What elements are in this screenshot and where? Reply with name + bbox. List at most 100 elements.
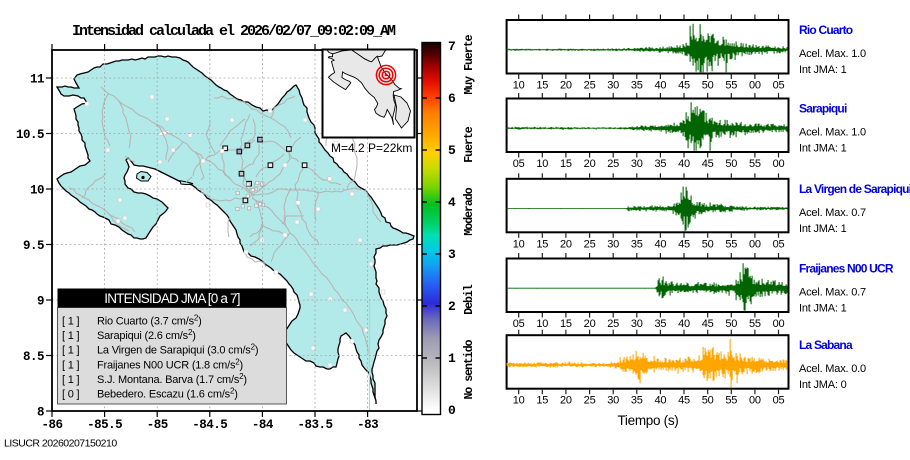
- svg-text:Tiempo (s): Tiempo (s): [617, 413, 678, 428]
- svg-text:35: 35: [631, 238, 643, 250]
- svg-text:55: 55: [725, 395, 737, 407]
- svg-text:05: 05: [773, 238, 785, 250]
- svg-text:-85: -85: [147, 418, 168, 432]
- svg-text:55: 55: [725, 80, 737, 92]
- svg-text:2: 2: [448, 299, 456, 314]
- svg-text:40: 40: [654, 80, 666, 92]
- svg-text:35: 35: [631, 395, 643, 407]
- svg-text:-84: -84: [252, 418, 274, 432]
- svg-text:45: 45: [702, 318, 714, 330]
- svg-text:[ 0 ]: [ 0 ]: [62, 389, 79, 401]
- svg-text:20: 20: [560, 395, 572, 407]
- svg-text:LISUCR 20260207150210: LISUCR 20260207150210: [4, 438, 117, 450]
- svg-text:50: 50: [702, 80, 714, 92]
- svg-text:Acel. Max. 1.0: Acel. Max. 1.0: [799, 127, 866, 139]
- svg-text:La Virgen de Sarapiqui: La Virgen de Sarapiqui: [799, 182, 910, 196]
- svg-text:9: 9: [37, 295, 44, 309]
- svg-text:50: 50: [725, 158, 737, 170]
- svg-text:-83: -83: [357, 418, 378, 432]
- svg-text:00: 00: [749, 80, 761, 92]
- svg-text:00: 00: [773, 318, 785, 330]
- svg-text:[ 1 ]: [ 1 ]: [62, 359, 79, 371]
- svg-text:-84.5: -84.5: [192, 418, 227, 432]
- svg-text:40: 40: [678, 158, 690, 170]
- svg-text:10: 10: [513, 80, 525, 92]
- svg-text:15: 15: [536, 395, 548, 407]
- svg-text:50: 50: [702, 238, 714, 250]
- svg-text:25: 25: [584, 238, 596, 250]
- svg-text:35: 35: [654, 318, 666, 330]
- svg-text:11: 11: [30, 73, 44, 87]
- svg-text:20: 20: [584, 318, 596, 330]
- svg-text:30: 30: [607, 395, 619, 407]
- svg-text:15: 15: [536, 80, 548, 92]
- svg-text:05: 05: [773, 395, 785, 407]
- svg-text:3: 3: [448, 247, 456, 262]
- svg-text:Sarapiqui: Sarapiqui: [799, 102, 847, 116]
- svg-text:Int JMA: 1: Int JMA: 1: [799, 303, 847, 315]
- svg-text:05: 05: [513, 158, 525, 170]
- svg-text:35: 35: [631, 80, 643, 92]
- svg-text:[ 1 ]: [ 1 ]: [62, 374, 79, 386]
- svg-text:8: 8: [37, 406, 44, 420]
- svg-text:6: 6: [448, 91, 456, 106]
- svg-text:15: 15: [560, 318, 572, 330]
- svg-text:-86: -86: [41, 418, 62, 432]
- svg-text:10: 10: [536, 158, 548, 170]
- svg-text:Acel. Max. 0.0: Acel. Max. 0.0: [799, 363, 866, 375]
- svg-text:50: 50: [725, 318, 737, 330]
- svg-text:Acel. Max. 1.0: Acel. Max. 1.0: [799, 48, 866, 60]
- svg-text:5: 5: [448, 143, 456, 158]
- svg-text:25: 25: [607, 158, 619, 170]
- svg-text:05: 05: [513, 318, 525, 330]
- svg-text:Fraijanes N00 UCR: Fraijanes N00 UCR: [799, 262, 894, 276]
- svg-text:Int JMA: 1: Int JMA: 1: [799, 64, 847, 76]
- svg-text:20: 20: [560, 238, 572, 250]
- svg-text:Int JMA: 0: Int JMA: 0: [799, 379, 847, 391]
- svg-text:30: 30: [631, 318, 643, 330]
- svg-text:10: 10: [30, 184, 44, 198]
- svg-text:0: 0: [448, 403, 456, 418]
- svg-text:Rio Cuarto (3.7 cm/s2): Rio Cuarto (3.7 cm/s2): [97, 314, 202, 328]
- svg-text:30: 30: [607, 80, 619, 92]
- svg-text:55: 55: [749, 158, 761, 170]
- svg-text:40: 40: [678, 318, 690, 330]
- svg-text:00: 00: [773, 158, 785, 170]
- svg-text:La Virgen de Sarapiqui (3.0 cm: La Virgen de Sarapiqui (3.0 cm/s2): [97, 343, 258, 357]
- svg-text:20: 20: [560, 80, 572, 92]
- svg-text:Muy Fuerte: Muy Fuerte: [463, 34, 476, 94]
- svg-text:25: 25: [584, 80, 596, 92]
- svg-text:10: 10: [536, 318, 548, 330]
- svg-text:05: 05: [773, 80, 785, 92]
- svg-text:8.5: 8.5: [23, 350, 44, 364]
- svg-text:Bebedero. Escazu (1.6 cm/s2): Bebedero. Escazu (1.6 cm/s2): [97, 387, 238, 401]
- svg-text:50: 50: [702, 395, 714, 407]
- svg-text:S.J. Montana. Barva (1.7 cm/s2: S.J. Montana. Barva (1.7 cm/s2): [97, 372, 247, 386]
- svg-text:25: 25: [607, 318, 619, 330]
- svg-text:25: 25: [584, 395, 596, 407]
- svg-text:Acel. Max. 0.7: Acel. Max. 0.7: [799, 287, 866, 299]
- svg-text:7: 7: [448, 39, 456, 54]
- svg-text:Debil: Debil: [463, 284, 476, 315]
- svg-text:Rio Cuarto: Rio Cuarto: [799, 23, 853, 37]
- svg-text:55: 55: [749, 318, 761, 330]
- svg-text:45: 45: [678, 80, 690, 92]
- svg-text:-85.5: -85.5: [87, 418, 122, 432]
- svg-text:Fraijanes N00 UCR (1.8 cm/s2): Fraijanes N00 UCR (1.8 cm/s2): [97, 357, 243, 371]
- svg-text:00: 00: [749, 395, 761, 407]
- svg-text:15: 15: [560, 158, 572, 170]
- svg-text:40: 40: [654, 395, 666, 407]
- svg-text:[ 1 ]: [ 1 ]: [62, 316, 79, 328]
- svg-text:45: 45: [678, 395, 690, 407]
- svg-text:Int JMA: 1: Int JMA: 1: [799, 143, 847, 155]
- svg-text:10.5: 10.5: [16, 128, 44, 142]
- svg-text:Int JMA: 1: Int JMA: 1: [799, 223, 847, 235]
- svg-text:15: 15: [536, 238, 548, 250]
- svg-text:Sarapiqui (2.6 cm/s2): Sarapiqui (2.6 cm/s2): [97, 328, 196, 342]
- svg-text:Moderado: Moderado: [463, 187, 476, 235]
- svg-text:INTENSIDAD JMA [0 a 7]: INTENSIDAD JMA [0 a 7]: [104, 291, 239, 306]
- svg-text:45: 45: [678, 238, 690, 250]
- svg-text:45: 45: [702, 158, 714, 170]
- svg-text:4: 4: [448, 195, 456, 210]
- svg-text:35: 35: [654, 158, 666, 170]
